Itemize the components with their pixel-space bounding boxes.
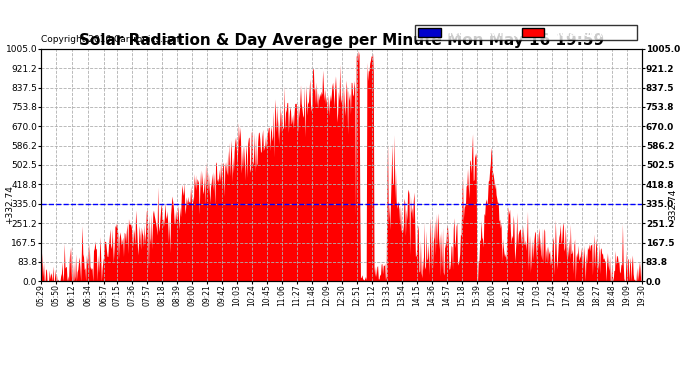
- Text: +332.74: +332.74: [6, 185, 14, 224]
- Legend: Median (w/m2), Radiation (w/m2): Median (w/m2), Radiation (w/m2): [415, 26, 637, 40]
- Title: Solar Radiation & Day Average per Minute Mon May 16 19:59: Solar Radiation & Day Average per Minute…: [79, 33, 604, 48]
- Text: 332.74: 332.74: [669, 189, 678, 220]
- Text: Copyright 2016 Cartronics.com: Copyright 2016 Cartronics.com: [41, 35, 183, 44]
